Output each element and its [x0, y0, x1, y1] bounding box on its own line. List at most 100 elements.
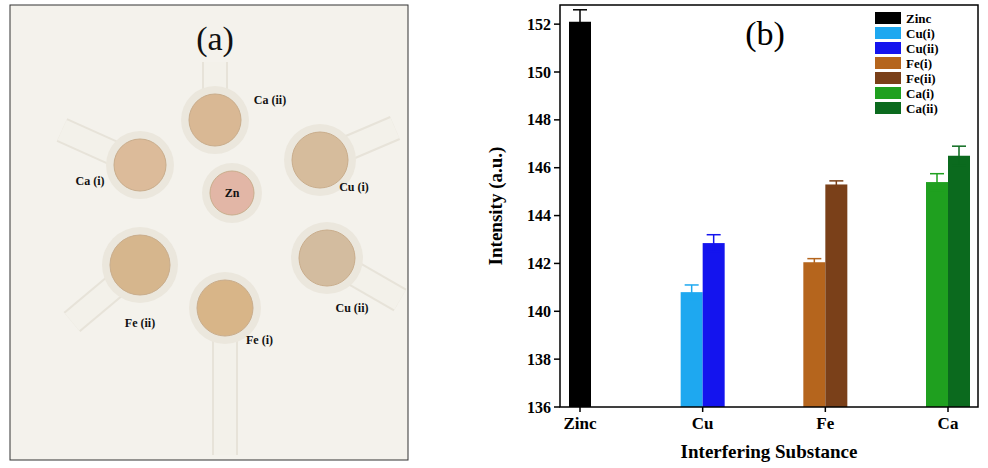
- error-bar: [685, 285, 699, 299]
- panel-label: (a): [196, 20, 234, 58]
- x-tick: [702, 407, 704, 412]
- legend-label: Fe(ii): [906, 71, 936, 86]
- error-line: [936, 174, 938, 191]
- chart-panel: 136 138 140 142 144 146 148 150 152 Zinc Cu Fe Ca Int…: [485, 5, 978, 462]
- sensor-label: Fe (ii): [125, 316, 155, 330]
- bar: [803, 262, 825, 407]
- y-tick: [554, 215, 560, 217]
- sensor-spot: [110, 235, 170, 295]
- error-cap: [573, 33, 587, 35]
- error-cap: [573, 9, 587, 11]
- y-tick: [554, 167, 560, 169]
- y-tick: [554, 311, 560, 313]
- sensor-spot: [114, 139, 166, 191]
- sensor-halo: [106, 131, 174, 199]
- legend-swatch: [875, 102, 901, 114]
- legend-bg: [871, 8, 975, 119]
- y-tick-label: 144: [527, 207, 551, 224]
- error-bar: [829, 181, 843, 188]
- error-cap: [707, 234, 721, 236]
- bar: [703, 243, 725, 407]
- y-axis-title: Intensity (a.u.): [485, 147, 507, 266]
- y-tick-label: 142: [527, 255, 551, 272]
- x-axis-title: Interfering Substance: [681, 441, 858, 462]
- legend-label: Zinc: [906, 11, 932, 26]
- legend-label: Cu(ii): [906, 41, 939, 56]
- bar: [681, 292, 703, 407]
- error-cap: [930, 173, 944, 175]
- plot-frame: [560, 5, 978, 407]
- legend-swatch: [875, 42, 901, 54]
- sensor-halo: [202, 163, 262, 223]
- y-tick: [554, 23, 560, 25]
- bars: [569, 10, 970, 407]
- error-line: [691, 285, 693, 299]
- y-tick-label: 152: [527, 16, 551, 33]
- y-tick: [554, 263, 560, 265]
- legend-label: Fe(i): [906, 56, 932, 71]
- error-cap: [685, 284, 699, 286]
- sensor-label: Cu (i): [339, 180, 369, 194]
- legend-label: Ca(ii): [906, 101, 938, 116]
- sensor-spot: [197, 280, 253, 336]
- error-line: [713, 235, 715, 252]
- panel-label: (b): [745, 15, 785, 53]
- y-tick-label: 148: [527, 111, 551, 128]
- sensor-label: Cu (ii): [336, 301, 369, 315]
- bar: [569, 22, 591, 407]
- x-tick: [579, 407, 581, 412]
- sensor-label: Zn: [225, 186, 240, 200]
- y-tick-label: 150: [527, 64, 551, 81]
- y-tick: [554, 406, 560, 408]
- error-bar: [807, 259, 821, 266]
- sensor-label: Ca (i): [76, 174, 105, 188]
- legend-swatch: [875, 27, 901, 39]
- error-bar: [573, 10, 587, 34]
- error-bar: [930, 174, 944, 191]
- y-tick-label: 146: [527, 159, 551, 176]
- bar: [825, 184, 847, 407]
- sensor-spot: [210, 171, 254, 215]
- x-tick: [947, 407, 949, 412]
- bar: [926, 182, 948, 407]
- y-tick-label: 140: [527, 303, 551, 320]
- error-bar: [952, 146, 966, 165]
- error-cap: [952, 145, 966, 147]
- legend-label: Ca(i): [906, 86, 934, 101]
- x-tick-label: Cu: [692, 414, 714, 433]
- error-cap: [930, 190, 944, 192]
- x-tick-label: Ca: [938, 414, 959, 433]
- y-tick: [554, 119, 560, 121]
- error-cap: [829, 187, 843, 189]
- sensor-label: Fe (i): [246, 333, 273, 347]
- figure: ZnCa (ii)Cu (i)Cu (ii)Fe (i)Fe (ii)Ca (i…: [0, 0, 988, 468]
- bar: [948, 156, 970, 407]
- error-line: [836, 181, 838, 188]
- legend-swatch: [875, 72, 901, 84]
- sensor-spot: [189, 94, 241, 146]
- photo-frame: [10, 5, 408, 460]
- sensor-halo: [181, 86, 249, 154]
- sensor-spot: [299, 230, 355, 286]
- sensor-halo: [102, 227, 178, 303]
- error-bar: [707, 235, 721, 252]
- error-cap: [952, 165, 966, 167]
- error-cap: [707, 251, 721, 253]
- error-line: [814, 259, 816, 266]
- sensor-halo: [291, 222, 363, 294]
- legend-label: Cu(i): [906, 26, 935, 41]
- error-cap: [807, 258, 821, 260]
- legend-swatch: [875, 57, 901, 69]
- legend: ZincCu(i)Cu(ii)Fe(i)Fe(ii)Ca(i)Ca(ii): [871, 8, 975, 119]
- y-tick-label: 138: [527, 351, 551, 368]
- error-line: [579, 10, 581, 34]
- x-tick-label: Fe: [816, 414, 834, 433]
- legend-swatch: [875, 87, 901, 99]
- x-tick: [825, 407, 827, 412]
- legend-swatch: [875, 12, 901, 24]
- error-line: [958, 146, 960, 165]
- y-tick: [554, 71, 560, 73]
- error-cap: [807, 265, 821, 267]
- y-tick-label: 136: [527, 399, 551, 416]
- error-cap: [829, 180, 843, 182]
